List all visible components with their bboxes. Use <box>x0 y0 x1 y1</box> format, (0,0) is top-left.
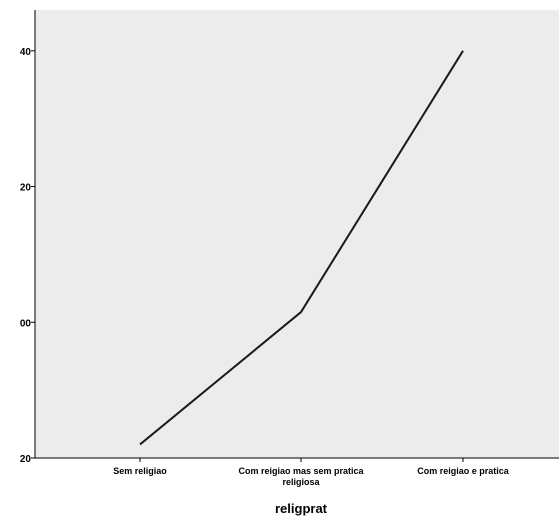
y-axis-ticks: 20 00 20 40 <box>20 47 35 465</box>
x-tick-label: Com reigiao e pratica <box>417 466 510 476</box>
y-tick-label: 20 <box>20 454 32 465</box>
series-line <box>139 50 464 446</box>
y-tick-label: 00 <box>20 318 32 329</box>
x-tick-label: Sem religiao <box>113 466 167 476</box>
y-tick-label: 40 <box>20 47 32 58</box>
series-layer <box>139 50 464 446</box>
x-axis-title: religprat <box>275 501 328 516</box>
plot-area <box>35 10 559 458</box>
x-axis-ticks: Sem religiao Com reigiao mas sem pratica r… <box>113 458 510 487</box>
x-tick-label: Com reigiao mas sem pratica religiosa <box>238 466 364 487</box>
y-tick-label: 20 <box>20 183 32 194</box>
